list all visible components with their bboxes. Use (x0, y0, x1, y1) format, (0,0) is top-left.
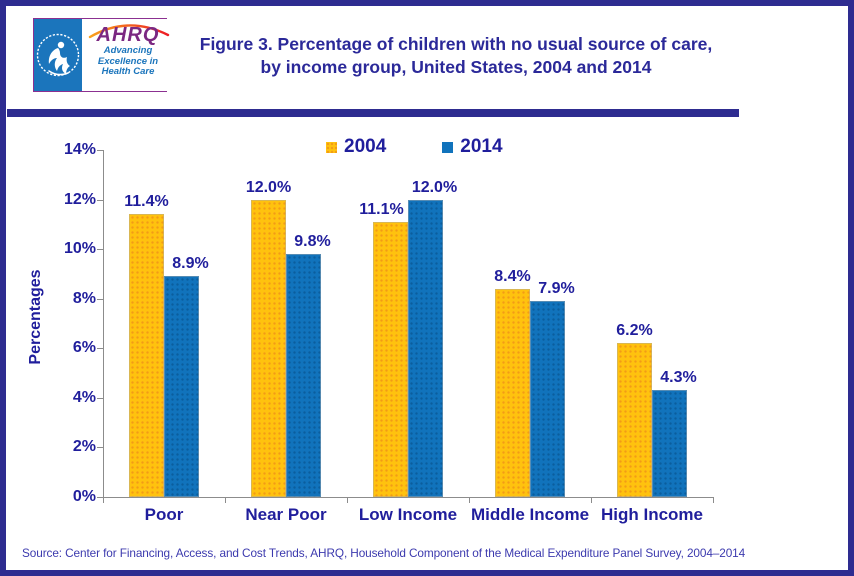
ahrq-wordmark: AHRQ (96, 24, 160, 46)
x-axis-category-label: High Income (600, 505, 703, 524)
source-note: Source: Center for Financing, Access, an… (22, 546, 746, 560)
bar-2004-middle-income (495, 288, 530, 497)
y-axis-tick-label: 0% (72, 488, 96, 505)
y-axis-tick (97, 397, 103, 399)
bar-2014-low-income (408, 199, 443, 497)
y-axis-tick-label: 14% (63, 141, 96, 158)
bar-2004-low-income (373, 221, 408, 497)
x-axis-category-label: Low Income (358, 505, 458, 524)
x-axis-tick (713, 497, 714, 503)
bar-2014-near-poor (286, 254, 321, 497)
x-axis-category-label: Near Poor (245, 505, 327, 524)
x-axis-category-label: Poor (144, 505, 184, 524)
y-axis-tick (97, 447, 103, 449)
y-axis-tick-label: 8% (72, 289, 96, 307)
bar-2004-near-poor (251, 199, 286, 497)
bar-value-label: 6.2% (616, 322, 653, 340)
y-axis-tick (97, 298, 103, 300)
bar-2014-high-income (652, 390, 687, 497)
bar-value-label: 12.0% (411, 178, 458, 196)
bar-2014-poor (164, 276, 199, 497)
bar-2004-poor (129, 214, 164, 497)
ahrq-tagline-line: Health Care (101, 66, 155, 77)
agency-logo-block: AHRQ Advancing Excellence in Health Care (33, 18, 174, 92)
ahrq-swoosh-icon (88, 24, 170, 39)
y-axis-tick-label: 10% (63, 240, 96, 258)
bar-value-label: 7.9% (538, 280, 575, 298)
legend-item-2004: 2004 (326, 136, 386, 158)
x-axis-tick (347, 497, 348, 503)
x-axis-tick (103, 497, 104, 503)
chart-legend: 2004 2014 (326, 136, 503, 158)
figure-title-line2: by income group, United States, 2004 and… (260, 57, 652, 77)
y-axis-tick (97, 150, 103, 151)
bar-value-label: 9.8% (294, 233, 331, 251)
bar-value-label: 8.4% (494, 267, 531, 285)
legend-swatch-icon (326, 141, 337, 153)
hhs-eagle-seal-icon (36, 33, 80, 77)
hhs-logo (34, 19, 82, 91)
legend-label: 2004 (344, 136, 387, 157)
bar-2004-high-income (617, 343, 652, 497)
bar-2014-middle-income (530, 301, 565, 497)
x-axis-line (103, 497, 713, 498)
bar-value-label: 11.4% (124, 193, 169, 211)
bar-value-label: 8.9% (172, 255, 209, 273)
bar-value-label: 11.1% (359, 200, 404, 218)
y-axis-tick-label: 12% (63, 190, 96, 208)
y-axis-tick (97, 348, 103, 350)
ahrq-tagline-line: Excellence in (97, 55, 159, 67)
y-axis-tick (97, 199, 103, 201)
y-axis-tick-label: 2% (72, 438, 96, 456)
figure-title: Figure 3. Percentage of children with no… (168, 33, 744, 79)
legend-item-2014: 2014 (442, 136, 503, 158)
y-axis-tick-label: 6% (72, 339, 96, 357)
figure-title-line1: Figure 3. Percentage of children with no… (199, 34, 713, 54)
x-axis-category-label: Middle Income (470, 505, 590, 524)
ahrq-logo: AHRQ Advancing Excellence in Health Care (82, 19, 174, 91)
x-axis-tick (469, 497, 470, 503)
y-axis-tick (97, 497, 103, 498)
y-axis-tick (97, 249, 103, 251)
bar-value-label: 4.3% (660, 369, 697, 387)
bar-value-label: 12.0% (245, 178, 292, 196)
ahrq-tagline: Advancing Excellence in Health Care (97, 45, 159, 78)
ahrq-tagline-line: Advancing (103, 45, 153, 56)
y-axis-line (103, 150, 104, 497)
title-divider-bar (7, 109, 739, 117)
x-axis-tick (591, 497, 592, 503)
x-axis-tick (225, 497, 226, 503)
y-axis-tick-label: 4% (72, 388, 96, 406)
legend-swatch-icon (442, 141, 454, 153)
legend-label: 2014 (460, 136, 503, 157)
